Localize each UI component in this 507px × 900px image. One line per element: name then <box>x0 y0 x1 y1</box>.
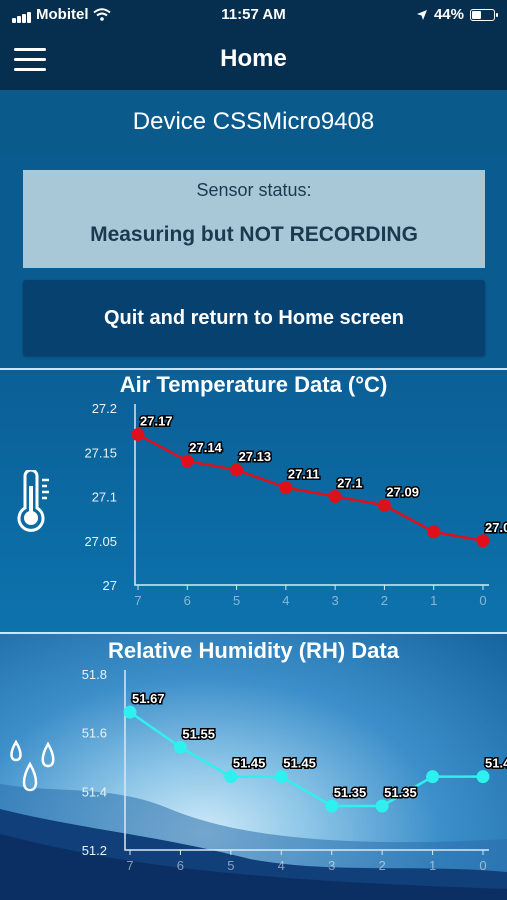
temperature-data-label: 27.13 <box>239 449 272 464</box>
temperature-series-line <box>137 433 484 542</box>
temperature-data-point <box>180 454 194 468</box>
humidity-x-tick: 6 <box>177 858 184 873</box>
temperature-data-point <box>427 525 441 539</box>
humidity-data-point <box>476 770 490 784</box>
divider <box>0 368 507 370</box>
humidity-data-label: 51.55 <box>182 726 215 741</box>
humidity-data-label: 51.45 <box>233 756 266 771</box>
humidity-x-tick: 2 <box>379 858 386 873</box>
humidity-data-label: 51.45 <box>283 756 316 771</box>
location-arrow-icon <box>416 9 427 20</box>
temperature-x-tick: 3 <box>332 593 339 608</box>
sensor-status-panel: Sensor status: Measuring but NOT RECORDI… <box>23 170 485 268</box>
temperature-data-point <box>230 463 244 477</box>
humidity-data-point <box>224 770 238 784</box>
temperature-x-tick: 7 <box>134 593 141 608</box>
carrier-info: Mobitel <box>12 6 111 23</box>
signal-icon <box>12 6 32 23</box>
temperature-data-point <box>377 498 391 512</box>
hamburger-icon[interactable] <box>14 48 46 72</box>
temperature-x-tick: 6 <box>184 593 191 608</box>
divider <box>0 632 507 634</box>
humidity-chart-title: Relative Humidity (RH) Data <box>108 638 399 663</box>
battery-percent: 44% <box>433 6 464 23</box>
wifi-icon <box>92 8 111 21</box>
humidity-series-line <box>129 711 483 808</box>
thermometer-icon <box>17 470 49 532</box>
temperature-y-tick: 27.2 <box>92 401 117 416</box>
temperature-y-tick: 27.05 <box>84 534 117 549</box>
temperature-chart: 27.2 27.15 27.1 27.05 27 7 6 5 4 3 2 1 0 27.17 27.14 27… <box>84 401 507 608</box>
temperature-data-label: 27.1 <box>337 476 362 491</box>
humidity-y-tick: 51.2 <box>82 843 107 858</box>
humidity-x-tick: 3 <box>328 858 335 873</box>
temperature-data-point <box>476 534 490 548</box>
battery-icon <box>470 8 498 21</box>
device-name: Device CSSMicro9408 <box>0 90 507 154</box>
landscape-background <box>0 784 507 900</box>
temperature-y-tick: 27 <box>103 578 117 593</box>
humidity-data-point <box>123 705 137 719</box>
temperature-chart-panel: Air Temperature Data (°C) 27.2 27.15 27.1 2… <box>0 370 507 632</box>
sensor-status-value: Measuring but NOT RECORDING <box>90 223 418 246</box>
humidity-data-point <box>173 740 187 754</box>
temperature-chart-title: Air Temperature Data (°C) <box>119 372 388 397</box>
humidity-data-label: 51.35 <box>384 785 417 800</box>
temperature-data-point <box>279 481 293 495</box>
temperature-axes <box>134 404 489 586</box>
quit-button[interactable]: Quit and return to Home screen <box>23 280 485 356</box>
humidity-x-tick: 1 <box>429 858 436 873</box>
humidity-data-point <box>375 799 389 813</box>
temperature-data-label: 27.17 <box>140 414 173 429</box>
temperature-data-label: 27.05 <box>485 520 507 535</box>
humidity-y-tick: 51.4 <box>82 784 107 799</box>
temperature-x-tick: 0 <box>479 593 486 608</box>
humidity-axes <box>124 670 489 851</box>
humidity-data-point <box>325 799 339 813</box>
temperature-x-tick: 2 <box>381 593 388 608</box>
humidity-data-point <box>426 770 440 784</box>
page-title: Home <box>220 45 287 72</box>
clock: 11:57 AM <box>221 6 286 23</box>
humidity-x-tick: 4 <box>278 858 285 873</box>
temperature-data-label: 27.09 <box>386 484 419 499</box>
sensor-status-label: Sensor status: <box>196 180 312 200</box>
humidity-x-tick: 0 <box>479 858 486 873</box>
humidity-x-tick: 7 <box>126 858 133 873</box>
temperature-data-label: 27.11 <box>288 467 320 482</box>
water-drops-icon <box>10 739 55 792</box>
status-bar: Mobitel 11:57 AM 44% <box>0 0 507 30</box>
humidity-y-tick: 51.6 <box>82 726 107 741</box>
temperature-x-tick: 4 <box>282 593 289 608</box>
humidity-data-point <box>274 770 288 784</box>
humidity-data-label: 51.45 <box>485 756 507 771</box>
temperature-data-label: 27.14 <box>189 440 222 455</box>
status-right: 44% <box>416 6 498 23</box>
temperature-y-tick: 27.15 <box>84 445 117 460</box>
temperature-x-tick: 1 <box>430 593 437 608</box>
navigation-bar: Home <box>0 30 507 90</box>
humidity-chart: 51.8 51.6 51.4 51.2 7 6 5 4 3 2 1 0 51.67 51.55 51.45 5… <box>82 667 507 873</box>
humidity-y-tick: 51.8 <box>82 667 107 682</box>
carrier-name: Mobitel <box>36 6 89 23</box>
temperature-y-tick: 27.1 <box>92 490 117 505</box>
humidity-x-tick: 5 <box>227 858 234 873</box>
humidity-chart-panel: Relative Humidity (RH) Data 51.8 51.6 51.4… <box>0 634 507 900</box>
humidity-data-label: 51.35 <box>334 785 367 800</box>
temperature-x-tick: 5 <box>233 593 240 608</box>
temperature-data-point <box>131 428 145 442</box>
temperature-data-point <box>328 490 342 503</box>
humidity-data-label: 51.67 <box>132 691 165 706</box>
